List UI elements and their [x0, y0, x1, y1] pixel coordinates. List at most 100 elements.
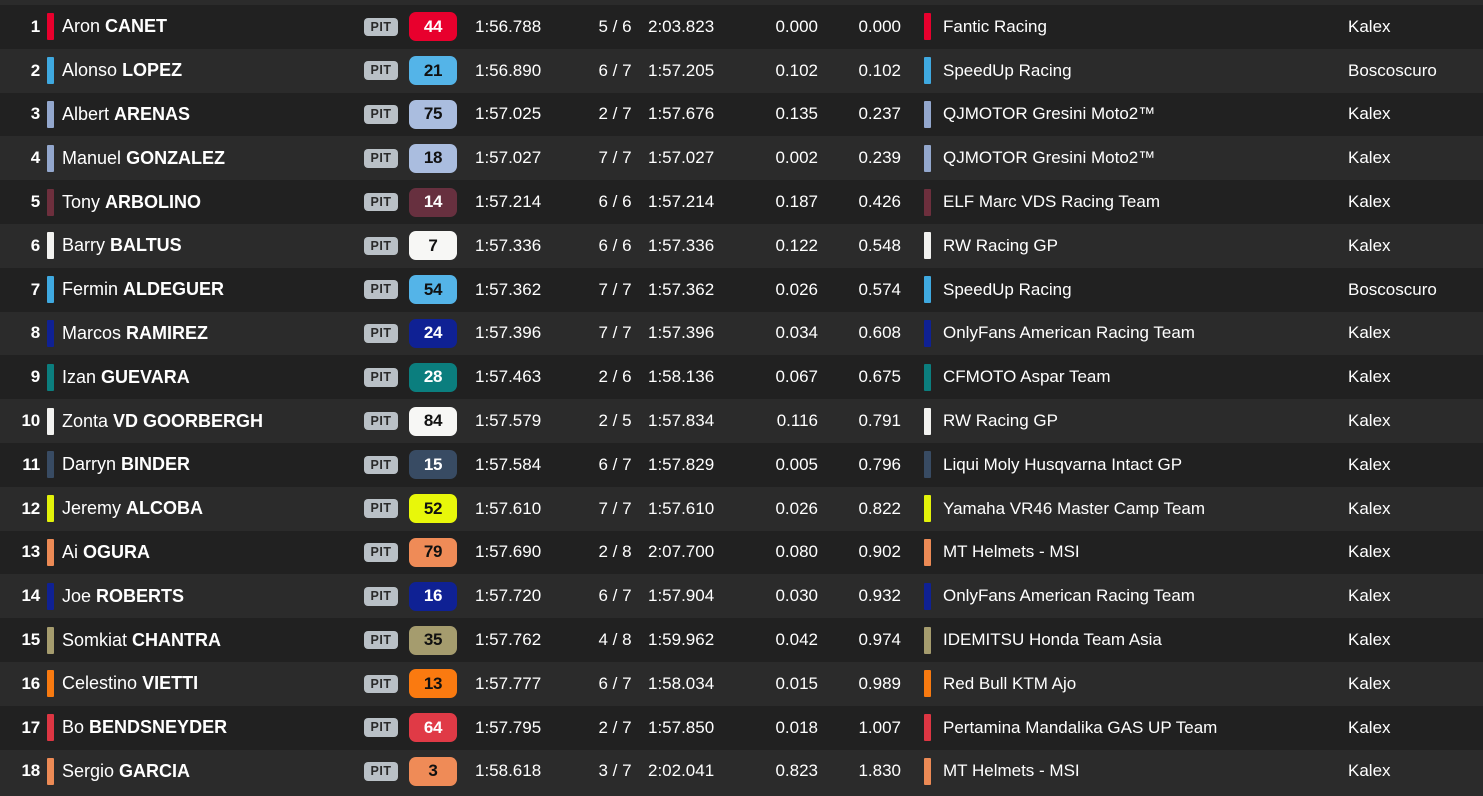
last-lap-time: 2:02.041	[648, 761, 715, 781]
rider-name[interactable]: Manuel GONZALEZ	[62, 136, 342, 180]
constructor-name: Kalex	[1348, 148, 1391, 168]
rider-name[interactable]: Fermin ALDEGUER	[62, 268, 342, 312]
last-lap-time: 1:57.834	[648, 411, 715, 431]
gap-to-leader: 0.426	[858, 192, 901, 212]
rider-number-wrap: 54	[409, 268, 457, 312]
table-row[interactable]: 14 Joe ROBERTS PIT 16 1:57.720 6 / 7 1:57.904 0…	[0, 574, 1483, 619]
rider-color-bar-wrap	[46, 224, 54, 268]
table-row[interactable]: 4 Manuel GONZALEZ PIT 18 1:57.027 7 / 7 1:57.0…	[0, 136, 1483, 181]
best-lap-time: 1:58.618	[475, 761, 542, 781]
lap-count: 7 / 7	[598, 323, 632, 343]
table-row[interactable]: 3 Albert ARENAS PIT 75 1:57.025 2 / 7 1:57.676…	[0, 92, 1483, 137]
team-name[interactable]: Liqui Moly Husqvarna Intact GP	[943, 454, 1183, 474]
rider-name[interactable]: Sergio GARCIA	[62, 750, 342, 794]
table-row[interactable]: 11 Darryn BINDER PIT 15 1:57.584 6 / 7 1:57.82…	[0, 442, 1483, 487]
team-name[interactable]: OnlyFans American Racing Team	[943, 586, 1195, 606]
best-lap-time: 1:57.762	[475, 630, 542, 650]
rider-name[interactable]: Jeremy ALCOBA	[62, 487, 342, 531]
team-name[interactable]: RW Racing GP	[943, 235, 1058, 255]
rider-name[interactable]: Darryn BINDER	[62, 443, 342, 487]
team-color-bar-wrap	[923, 93, 931, 137]
rider-number-badge: 64	[409, 713, 457, 743]
team-name[interactable]: Red Bull KTM Ajo	[943, 673, 1077, 693]
team-name[interactable]: Pertamina Mandalika GAS UP Team	[943, 717, 1218, 737]
table-row[interactable]: 15 Somkiat CHANTRA PIT 35 1:57.762 4 / 8 1:59.…	[0, 618, 1483, 662]
table-row[interactable]: 6 Barry BALTUS PIT 7 1:57.336 6 / 6 1:57.336 0.…	[0, 223, 1483, 268]
rider-name[interactable]: Celestino VIETTI	[62, 662, 342, 706]
rider-color-bar-wrap	[46, 531, 54, 575]
gap-to-leader: 0.675	[858, 367, 901, 387]
position-number: 16	[21, 673, 40, 693]
team-name[interactable]: SpeedUp Racing	[943, 60, 1072, 80]
table-row[interactable]: 7 Fermin ALDEGUER PIT 54 1:57.362 7 / 7 1:57.3…	[0, 267, 1483, 312]
team-name[interactable]: QJMOTOR Gresini Moto2™	[943, 104, 1156, 124]
team-name[interactable]: MT Helmets - MSI	[943, 542, 1080, 562]
table-row[interactable]: 16 Celestino VIETTI PIT 13 1:57.777 6 / 7 1:58…	[0, 661, 1483, 706]
lap-count: 5 / 6	[598, 16, 632, 36]
pit-status-badge: PIT	[363, 236, 399, 256]
table-row[interactable]: 2 Alonso LOPEZ PIT 21 1:56.890 6 / 7 1:57.205 0…	[0, 48, 1483, 93]
rider-last-name: BALTUS	[110, 235, 182, 256]
pit-status-wrap: PIT	[362, 180, 400, 224]
pit-status-wrap: PIT	[362, 531, 400, 575]
team-color-bar-wrap	[923, 574, 931, 618]
constructor-name: Kalex	[1348, 586, 1391, 606]
table-row[interactable]: 8 Marcos RAMIREZ PIT 24 1:57.396 7 / 7 1:57.39…	[0, 311, 1483, 356]
rider-name[interactable]: Izan GUEVARA	[62, 355, 342, 399]
team-name[interactable]: Fantic Racing	[943, 16, 1047, 36]
team-name[interactable]: OnlyFans American Racing Team	[943, 323, 1195, 343]
table-row[interactable]: 18 Sergio GARCIA PIT 3 1:58.618 3 / 7 2:02.041…	[0, 749, 1483, 794]
team-name[interactable]: MT Helmets - MSI	[943, 761, 1080, 781]
team-color-bar	[923, 13, 931, 41]
team-color-bar-wrap	[923, 487, 931, 531]
rider-name[interactable]: Alonso LOPEZ	[62, 49, 342, 93]
rider-color-bar-wrap	[46, 93, 54, 137]
team-color-bar-wrap	[923, 224, 931, 268]
team-name[interactable]: SpeedUp Racing	[943, 279, 1072, 299]
pit-status-badge: PIT	[363, 105, 399, 124]
rider-name[interactable]: Albert ARENAS	[62, 93, 342, 137]
lap-count: 2 / 6	[598, 367, 632, 387]
gap-to-ahead: 0.823	[775, 761, 818, 781]
team-name[interactable]: Yamaha VR46 Master Camp Team	[943, 498, 1206, 518]
rider-name[interactable]: Zonta VD GOORBERGH	[62, 399, 342, 443]
rider-number-badge: 79	[409, 537, 457, 567]
table-row[interactable]: 5 Tony ARBOLINO PIT 14 1:57.214 6 / 6 1:57.214…	[0, 180, 1483, 224]
rider-number-badge: 44	[409, 12, 457, 42]
team-name[interactable]: ELF Marc VDS Racing Team	[943, 192, 1160, 212]
team-name[interactable]: IDEMITSU Honda Team Asia	[943, 630, 1162, 650]
rider-name[interactable]: Aron CANET	[62, 5, 342, 49]
rider-name[interactable]: Joe ROBERTS	[62, 574, 342, 618]
rider-name[interactable]: Tony ARBOLINO	[62, 180, 342, 224]
position-number: 12	[21, 498, 40, 518]
table-row[interactable]: 12 Jeremy ALCOBA PIT 52 1:57.610 7 / 7 1:57.61…	[0, 486, 1483, 531]
gap-to-ahead: 0.080	[775, 542, 818, 562]
position-number: 4	[30, 148, 40, 168]
table-row[interactable]: 17 Bo BENDSNEYDER PIT 64 1:57.795 2 / 7 1:57.8…	[0, 705, 1483, 750]
rider-name[interactable]: Bo BENDSNEYDER	[62, 706, 342, 750]
rider-color-bar-wrap	[46, 662, 54, 706]
table-row[interactable]: 9 Izan GUEVARA PIT 28 1:57.463 2 / 6 1:58.136 0…	[0, 355, 1483, 400]
team-color-bar	[923, 276, 931, 304]
best-lap-time: 1:57.795	[475, 717, 542, 737]
rider-number-wrap: 14	[409, 180, 457, 224]
table-row[interactable]: 13 Ai OGURA PIT 79 1:57.690 2 / 8 2:07.700 0.08…	[0, 530, 1483, 575]
rider-name[interactable]: Marcos RAMIREZ	[62, 312, 342, 356]
team-color-bar-wrap	[923, 443, 931, 487]
rider-name[interactable]: Somkiat CHANTRA	[62, 618, 342, 662]
rider-name[interactable]: Ai OGURA	[62, 531, 342, 575]
pit-status-badge: PIT	[363, 61, 399, 80]
rider-last-name: ALDEGUER	[123, 279, 225, 300]
rider-name[interactable]: Barry BALTUS	[62, 224, 342, 268]
team-name[interactable]: CFMOTO Aspar Team	[943, 367, 1111, 387]
rider-color-bar-wrap	[46, 574, 54, 618]
gap-to-ahead: 0.102	[775, 60, 818, 80]
rider-color-bar-wrap	[46, 399, 54, 443]
table-row[interactable]: 1 Aron CANET PIT 44 1:56.788 5 / 6 2:03.823 0.0…	[0, 5, 1483, 49]
team-name[interactable]: QJMOTOR Gresini Moto2™	[943, 148, 1156, 168]
team-name[interactable]: RW Racing GP	[943, 411, 1058, 431]
table-row[interactable]: 10 Zonta VD GOORBERGH PIT 84 1:57.579 2 / 5 1:…	[0, 399, 1483, 443]
team-color-bar	[923, 188, 931, 216]
rider-last-name: LOPEZ	[122, 60, 183, 81]
gap-to-leader: 0.791	[858, 411, 901, 431]
